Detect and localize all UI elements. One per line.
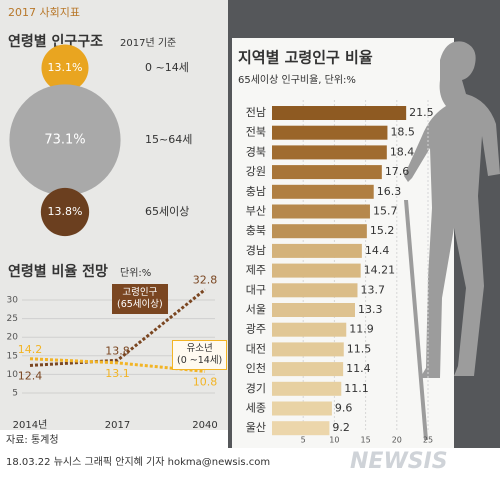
category-label: 전남 xyxy=(246,106,266,119)
category-label: 경남 xyxy=(246,244,266,257)
value-label: 14.2 xyxy=(18,343,43,356)
bar xyxy=(272,421,330,436)
value-label: 18.5 xyxy=(390,126,415,139)
bar xyxy=(272,145,387,160)
value-label: 9.2 xyxy=(332,421,350,434)
bar xyxy=(272,381,342,396)
bar xyxy=(272,322,347,337)
y-tick-label: 20 xyxy=(7,333,19,343)
credit: 18.03.22 뉴시스 그래픽 안지혜 기자 hokma@newsis.com xyxy=(6,456,270,468)
x-tick-label: 2014년 xyxy=(13,419,48,431)
bar xyxy=(272,125,388,140)
bar xyxy=(272,401,332,416)
value-label: 13.8% xyxy=(48,205,83,218)
category-label: 강원 xyxy=(246,165,266,178)
category-label: 제주 xyxy=(246,264,266,277)
category-label: 대전 xyxy=(246,342,266,355)
bubble xyxy=(9,84,121,196)
bar xyxy=(272,243,362,258)
x-tick-label: 25 xyxy=(423,436,433,445)
chart-title: 연령별 비율 전망 xyxy=(8,263,108,280)
bar xyxy=(272,362,344,377)
value-label: 21.5 xyxy=(409,106,434,119)
x-tick-label: 2040 xyxy=(192,420,217,431)
category-label: 서울 xyxy=(246,303,266,316)
value-label: 32.8 xyxy=(193,274,218,287)
value-label: 15.2 xyxy=(370,224,395,237)
bar xyxy=(272,165,382,180)
chart-title: 지역별 고령인구 비율 xyxy=(238,49,373,67)
x-tick-label: 15 xyxy=(361,436,371,445)
category-label: 충북 xyxy=(246,224,266,237)
value-label: 11.1 xyxy=(344,382,369,395)
chart-subtitle: 2017년 기준 xyxy=(120,37,176,49)
chart-subtitle: 단위:% xyxy=(120,266,151,279)
value-label: 14.21 xyxy=(364,264,396,277)
category-label: 인천 xyxy=(246,361,266,375)
value-label: 16.3 xyxy=(377,185,402,198)
source: 자료: 통계청 xyxy=(6,434,59,446)
bubble xyxy=(40,187,90,237)
category-label: 광주 xyxy=(246,323,266,336)
bar xyxy=(272,283,358,298)
value-label: 13.1 xyxy=(105,367,130,380)
x-tick-label: 20 xyxy=(392,436,402,445)
category-label: 부산 xyxy=(246,205,266,218)
category-label: 65세이상 xyxy=(145,205,189,218)
legend-entry: 유소년 (0 ~14세) xyxy=(172,340,228,370)
category-label: 세종 xyxy=(246,402,266,415)
y-tick-label: 5 xyxy=(12,389,18,399)
value-label: 15.7 xyxy=(373,205,398,218)
category-label: 경기 xyxy=(246,382,266,395)
value-label: 13.7 xyxy=(360,283,385,296)
y-tick-label: 10 xyxy=(7,370,19,380)
bar xyxy=(272,106,407,120)
value-label: 10.8 xyxy=(193,375,218,388)
bar xyxy=(272,303,355,317)
value-label: 9.6 xyxy=(335,402,353,415)
category-label: 충남 xyxy=(246,185,266,198)
category-label: 경북 xyxy=(246,145,266,158)
category-label: 0 ~14세 xyxy=(145,61,189,74)
value-label: 12.4 xyxy=(18,369,43,382)
bar xyxy=(272,204,370,219)
value-label: 17.6 xyxy=(385,165,410,178)
logo: NEWSIS xyxy=(350,449,448,474)
bar xyxy=(272,184,374,199)
value-label: 13.3 xyxy=(358,303,383,316)
value-label: 11.5 xyxy=(347,342,372,355)
value-label: 14.4 xyxy=(365,244,390,257)
value-label: 11.4 xyxy=(346,362,371,375)
legend-entry: 고령인구 (65세이상) xyxy=(112,284,168,314)
x-tick-label: 10 xyxy=(329,436,339,445)
category-label: 대구 xyxy=(246,283,266,296)
x-tick-label: 2017 xyxy=(105,420,130,431)
value-label: 18.4 xyxy=(390,145,415,158)
category-label: 울산 xyxy=(246,421,266,434)
y-tick-label: 30 xyxy=(7,296,19,306)
chart-subtitle: 65세이상 인구비율, 단위:% xyxy=(238,73,356,86)
value-label: 13.1% xyxy=(48,61,83,74)
y-tick-label: 25 xyxy=(7,314,18,324)
bubble xyxy=(41,44,89,92)
bar xyxy=(272,342,344,357)
chart-title: 연령별 인구구조 xyxy=(8,33,103,50)
y-tick-label: 15 xyxy=(7,351,18,361)
bar xyxy=(272,263,361,278)
series-line xyxy=(29,288,206,367)
value-label: 11.9 xyxy=(349,323,374,336)
header-tag: 2017 사회지표 xyxy=(8,6,80,19)
category-label: 전북 xyxy=(246,126,266,139)
category-label: 15~64세 xyxy=(145,133,192,146)
value-label: 73.1% xyxy=(44,133,85,148)
value-label: 13.8 xyxy=(105,344,130,357)
bar xyxy=(272,224,367,239)
x-tick-label: 5 xyxy=(301,436,306,445)
